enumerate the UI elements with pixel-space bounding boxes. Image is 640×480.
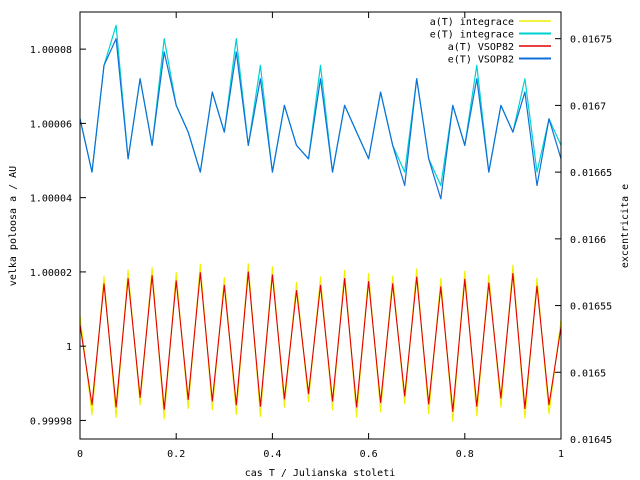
legend-label-3: e(T) VSOP82 xyxy=(448,55,514,66)
x-tick-label: 0.8 xyxy=(456,449,474,460)
series-layer xyxy=(79,24,562,423)
labels-layer: 0 0.2 0.4 0.6 0.8 1 0.99998 1 1.00002 1.00004 1.00… xyxy=(30,35,612,460)
right-y-tick-label: 0.01655 xyxy=(570,302,612,313)
x-tick-label: 0 xyxy=(77,449,83,460)
left-y-tick-label: 1.00004 xyxy=(30,194,72,205)
legend-label-0: a(T) integrace xyxy=(430,17,514,28)
left-y-axis-label: velka poloosa a / AU xyxy=(8,166,19,286)
legend-label-2: a(T) VSOP82 xyxy=(448,42,514,53)
right-y-tick-label: 0.0167 xyxy=(570,101,606,112)
series-line-1 xyxy=(79,24,562,187)
right-y-tick-label: 0.01665 xyxy=(570,168,612,179)
ticks-layer xyxy=(79,12,562,440)
right-y-axis-label: excentricita e xyxy=(620,184,631,268)
right-y-tick-label: 0.0165 xyxy=(570,368,606,379)
legend-label-1: e(T) integrace xyxy=(430,30,514,41)
right-y-tick-label: 0.01645 xyxy=(570,435,612,446)
x-tick-label: 0.2 xyxy=(167,449,185,460)
series-line-2 xyxy=(79,271,562,413)
left-y-tick-label: 1.00006 xyxy=(30,119,72,130)
left-y-tick-label: 1.00002 xyxy=(30,268,72,279)
right-y-tick-label: 0.0166 xyxy=(570,235,606,246)
left-y-tick-label: 1.00008 xyxy=(30,45,72,56)
x-tick-label: 0.4 xyxy=(263,449,281,460)
series-line-3 xyxy=(79,38,562,200)
x-tick-label: 0.6 xyxy=(360,449,378,460)
x-axis-label: cas T / Julianska stoleti xyxy=(245,468,396,479)
left-y-tick-label: 0.99998 xyxy=(30,416,72,427)
left-y-tick-label: 1 xyxy=(66,342,72,353)
x-tick-label: 1 xyxy=(558,449,564,460)
plot-frame xyxy=(79,11,562,440)
right-y-tick-label: 0.01675 xyxy=(570,35,612,46)
